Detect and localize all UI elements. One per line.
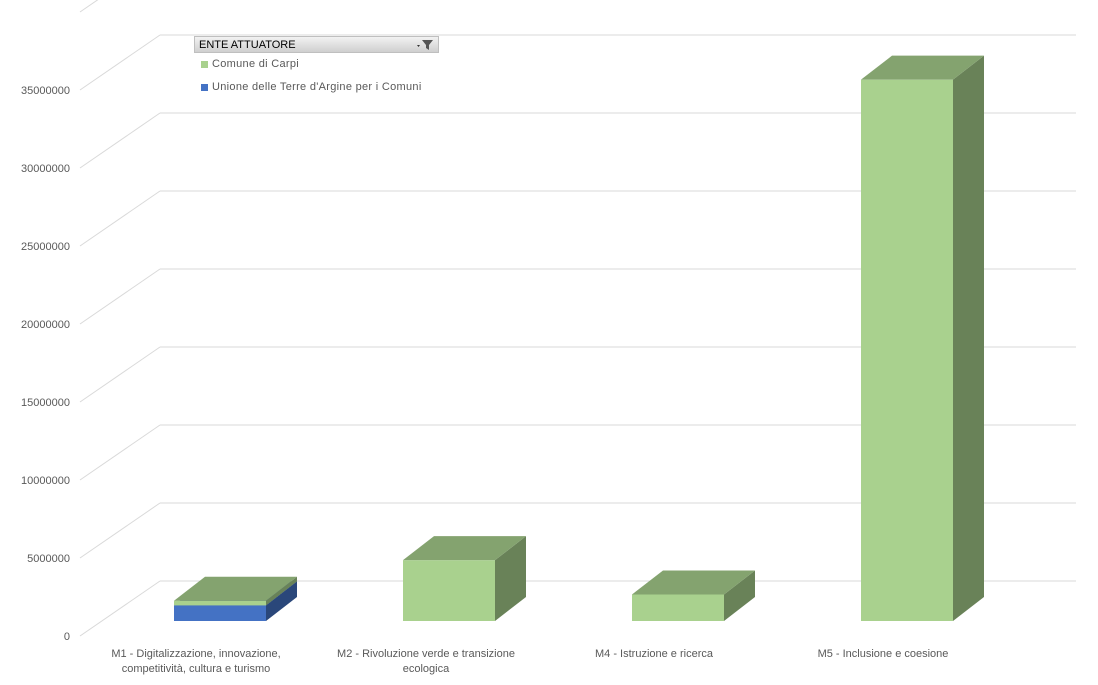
legend-swatch <box>201 61 208 68</box>
x-category-label: M2 - Rivoluzione verde e transizione <box>337 648 515 660</box>
bar-segment[interactable] <box>861 55 984 622</box>
y-tick-label: 0 <box>64 631 70 643</box>
filter-icon[interactable] <box>416 39 434 51</box>
x-category-label: M5 - Inclusione e coesione <box>818 648 949 660</box>
y-axis-ticks: 0 5000000 10000000 15000000 20000000 25000000… <box>21 85 70 643</box>
legend-header[interactable]: ENTE ATTUATORE <box>194 36 439 53</box>
y-tick-label: 15000000 <box>21 397 70 409</box>
bar-segment[interactable] <box>632 570 755 621</box>
y-tick-label: 35000000 <box>21 85 70 97</box>
bars <box>174 55 984 622</box>
y-tick-label: 20000000 <box>21 319 70 331</box>
bar-segment[interactable] <box>403 536 526 621</box>
x-category-label: M4 - Istruzione e ricerca <box>595 648 714 660</box>
y-tick-label: 30000000 <box>21 163 70 175</box>
legend-swatch <box>201 84 208 91</box>
legend: ENTE ATTUATORE Comune di Carpi Unione de… <box>194 36 439 99</box>
x-axis-labels: M1 - Digitalizzazione, innovazione, compe… <box>111 648 948 675</box>
gridline <box>79 0 99 13</box>
legend-item-comune-di-carpi[interactable]: Comune di Carpi <box>194 53 439 76</box>
x-category-label: ecologica <box>403 663 450 675</box>
legend-item-label: Unione delle Terre d'Argine per i Comuni <box>212 81 422 93</box>
legend-item-unione-terre-argine[interactable]: Unione delle Terre d'Argine per i Comuni <box>194 76 439 99</box>
gridline <box>79 34 1076 91</box>
bar-segment[interactable] <box>174 576 297 606</box>
x-category-label: M1 - Digitalizzazione, innovazione, <box>111 648 280 660</box>
y-tick-label: 25000000 <box>21 241 70 253</box>
x-category-label: competitività, cultura e turismo <box>122 663 271 675</box>
legend-item-label: Comune di Carpi <box>212 58 300 70</box>
y-tick-label: 5000000 <box>27 553 70 565</box>
y-tick-label: 10000000 <box>21 475 70 487</box>
legend-header-label: ENTE ATTUATORE <box>199 39 296 51</box>
